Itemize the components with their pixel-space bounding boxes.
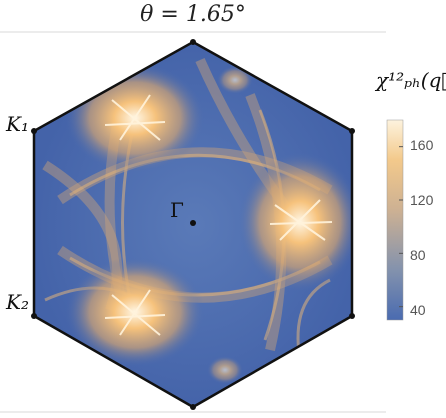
k1-label: K₁: [6, 112, 29, 136]
colorbar-tick-label: 120: [410, 192, 434, 208]
colorbar: [386, 119, 404, 321]
k2-label: K₂: [6, 290, 29, 314]
gamma-point-dot: [190, 220, 196, 226]
colorbar-tick-label: 80: [410, 247, 426, 263]
colorbar-tick-label: 160: [410, 137, 434, 153]
colorbar-title: χ¹²ₚₕ(q⃗): [376, 68, 446, 92]
colorbar-ticks: [399, 146, 403, 308]
vertex-dots: [31, 39, 355, 410]
heatmap: [34, 42, 352, 407]
gamma-label: Γ: [170, 198, 184, 222]
plot-title: θ = 1.65°: [140, 2, 246, 27]
colorbar-tick-label: 40: [410, 302, 426, 318]
